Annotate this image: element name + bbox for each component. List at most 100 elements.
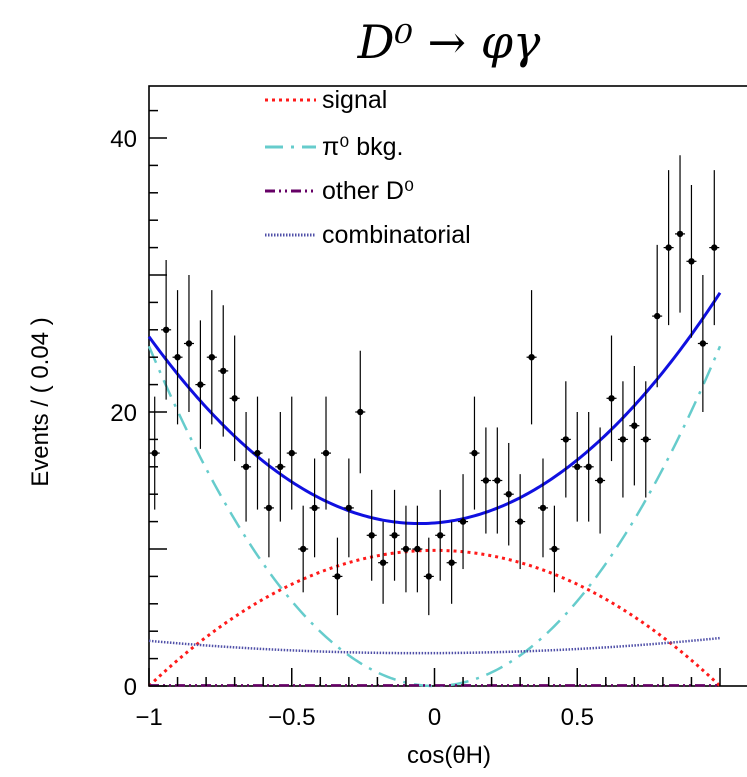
data-point	[458, 474, 469, 570]
curve-signal	[147, 548, 722, 688]
curve--bkg-	[147, 345, 722, 688]
data-point	[537, 458, 548, 558]
data-marker	[345, 504, 353, 512]
data-point	[560, 381, 571, 498]
data-marker	[231, 395, 238, 402]
data-point	[298, 505, 309, 593]
data-point	[343, 458, 354, 558]
data-point	[218, 305, 229, 437]
data-marker	[414, 545, 421, 553]
data-marker	[220, 367, 227, 375]
data-marker	[368, 532, 375, 539]
data-point	[195, 320, 206, 449]
y-tick-label: 0	[124, 674, 137, 701]
data-point	[183, 275, 194, 412]
data-point	[252, 396, 263, 510]
chart-title: D⁰ → φγ	[357, 15, 541, 69]
data-marker	[322, 449, 330, 457]
data-point	[629, 365, 640, 486]
data-marker	[653, 312, 661, 320]
data-point	[229, 335, 240, 462]
data-point	[332, 537, 343, 616]
data-point	[172, 290, 183, 425]
data-marker	[174, 354, 181, 361]
data-point	[686, 185, 697, 338]
data-marker	[494, 477, 501, 484]
x-tick-label: −1	[135, 704, 162, 731]
data-marker	[151, 449, 158, 457]
data-marker	[391, 532, 398, 539]
data-point	[149, 396, 160, 510]
data-marker	[539, 504, 547, 512]
data-marker	[619, 436, 627, 443]
data-marker	[265, 504, 273, 512]
data-marker	[437, 532, 444, 539]
data-marker	[357, 408, 364, 416]
data-point	[606, 335, 617, 462]
data-marker	[277, 463, 284, 470]
y-tick-label: 40	[110, 126, 137, 153]
data-point	[366, 489, 377, 581]
data-point	[640, 381, 651, 498]
data-point	[492, 427, 503, 534]
data-marker	[448, 559, 455, 566]
data-marker	[334, 573, 341, 580]
legend-label-pi0: π⁰ bkg.	[322, 133, 403, 161]
data-point	[263, 458, 274, 558]
axis-ticks: −1 −0.5 0 0.5 0 20 40	[110, 109, 721, 731]
data-point	[378, 521, 389, 604]
data-marker	[459, 518, 467, 525]
data-marker	[596, 477, 604, 484]
data-point	[412, 505, 423, 593]
data-point	[515, 474, 526, 570]
curve-combinatorial	[148, 636, 721, 655]
data-marker	[551, 545, 558, 553]
data-point	[161, 259, 172, 400]
data-point	[206, 290, 217, 425]
y-axis-label: Events / ( 0.04 )	[27, 317, 54, 486]
legend: signal π⁰ bkg. other D⁰ combinatorial	[265, 86, 471, 249]
data-point	[572, 412, 583, 522]
data-point	[663, 170, 674, 326]
data-marker	[162, 326, 170, 333]
data-point	[480, 427, 491, 534]
data-point	[423, 537, 434, 616]
data-point	[652, 244, 663, 388]
data-marker	[379, 559, 387, 566]
fit-curves	[147, 291, 722, 688]
legend-label-signal: signal	[322, 86, 387, 114]
data-marker	[665, 244, 672, 251]
x-axis-label: cos(θH)	[407, 742, 491, 769]
data-marker	[505, 491, 512, 498]
x-tick-label: −0.5	[268, 704, 315, 731]
data-marker	[688, 258, 695, 265]
data-point	[549, 505, 560, 593]
data-marker	[311, 504, 318, 512]
x-tick-label: 0	[428, 704, 441, 731]
data-marker	[197, 381, 204, 388]
data-marker	[425, 573, 432, 580]
data-marker	[471, 449, 478, 457]
data-marker	[608, 395, 615, 402]
data-marker	[185, 340, 193, 347]
data-marker	[516, 518, 524, 525]
data-marker	[676, 230, 684, 238]
data-point	[241, 412, 252, 522]
data-point	[709, 170, 720, 326]
curve-total-fit	[147, 291, 722, 526]
legend-label-otherD0: other D⁰	[322, 177, 414, 205]
data-point	[400, 505, 411, 593]
data-point	[355, 350, 366, 474]
data-point	[503, 442, 514, 546]
data-point	[675, 155, 686, 313]
data-point	[321, 396, 332, 510]
data-marker	[574, 463, 581, 470]
data-point	[526, 290, 537, 425]
data-marker	[299, 545, 307, 553]
legend-label-comb: combinatorial	[322, 221, 471, 249]
data-point	[697, 275, 708, 412]
data-point	[446, 521, 457, 604]
data-marker	[254, 449, 261, 457]
x-tick-label: 0.5	[561, 704, 594, 731]
